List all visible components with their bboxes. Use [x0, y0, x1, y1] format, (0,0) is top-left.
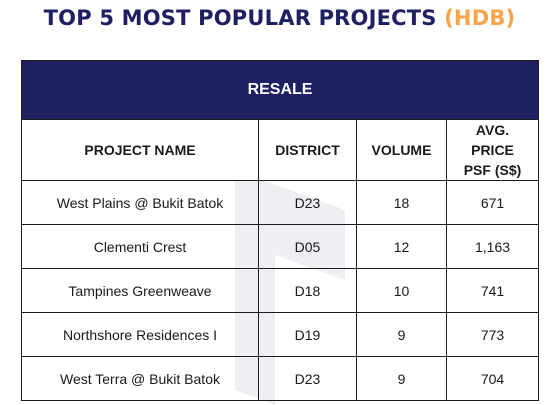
cell-district: D23 — [258, 180, 357, 225]
cell-district: D05 — [258, 224, 357, 269]
cell-price: 1,163 — [445, 224, 540, 269]
cell-project: Tampines Greenweave — [21, 268, 259, 313]
header-volume: VOLUME — [356, 119, 447, 181]
header-project-name: PROJECT NAME — [21, 119, 259, 181]
cell-district: D18 — [258, 268, 357, 313]
cell-project: West Terra @ Bukit Batok — [21, 356, 259, 401]
table-row: Northshore Residences I D19 9 773 — [21, 312, 540, 357]
title-main: TOP 5 MOST POPULAR PROJECTS — [43, 6, 437, 30]
cell-volume: 9 — [356, 356, 447, 401]
cell-project: Clementi Crest — [21, 224, 259, 269]
cell-volume: 18 — [356, 180, 447, 225]
cell-price: 741 — [445, 268, 540, 313]
cell-volume: 12 — [356, 224, 447, 269]
cell-project: West Plains @ Bukit Batok — [21, 180, 259, 225]
cell-project: Northshore Residences I — [21, 312, 259, 357]
title-accent: (HDB) — [444, 6, 516, 30]
popular-projects-table: RESALE PROJECT NAME DISTRICT VOLUME AVG.… — [20, 60, 540, 401]
cell-price: 773 — [445, 312, 540, 357]
header-district: DISTRICT — [258, 119, 357, 181]
header-avg-price-line1: AVG. PRICE — [471, 122, 514, 158]
cell-volume: 10 — [356, 268, 447, 313]
header-avg-price: AVG. PRICE PSF (S$) — [445, 119, 540, 181]
cell-price: 704 — [445, 356, 540, 401]
table-row: West Plains @ Bukit Batok D23 18 671 — [21, 180, 540, 225]
cell-district: D23 — [258, 356, 357, 401]
cell-price: 671 — [445, 180, 540, 225]
cell-volume: 9 — [356, 312, 447, 357]
table-row: West Terra @ Bukit Batok D23 9 704 — [21, 356, 540, 401]
table-row: Clementi Crest D05 12 1,163 — [21, 224, 540, 269]
header-avg-price-line2: PSF (S$) — [463, 162, 522, 178]
table-row: Tampines Greenweave D18 10 741 — [21, 268, 540, 313]
page-title: TOP 5 MOST POPULAR PROJECTS (HDB) — [0, 6, 559, 30]
table-banner: RESALE — [20, 60, 540, 120]
cell-district: D19 — [258, 312, 357, 357]
